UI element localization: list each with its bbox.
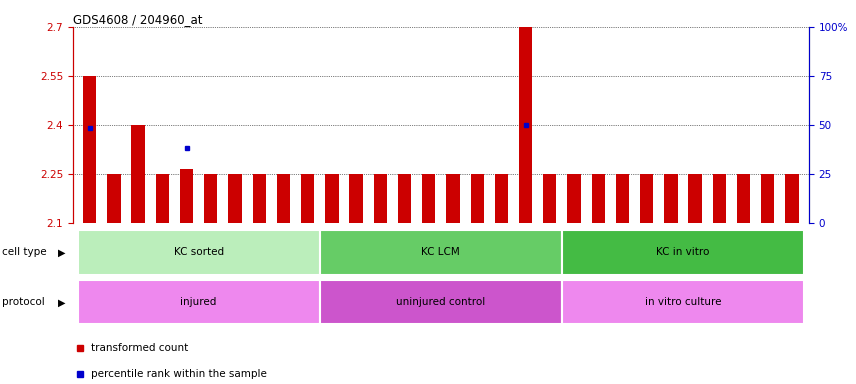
- Bar: [180, 169, 193, 223]
- Bar: [737, 174, 750, 223]
- Bar: [785, 174, 799, 223]
- Text: transformed count: transformed count: [91, 343, 188, 354]
- Bar: [422, 174, 436, 223]
- Bar: [519, 27, 532, 223]
- Text: percentile rank within the sample: percentile rank within the sample: [91, 369, 267, 379]
- Text: GDS4608 / 204960_at: GDS4608 / 204960_at: [73, 13, 202, 26]
- Bar: [562, 230, 804, 275]
- Text: in vitro culture: in vitro culture: [645, 297, 722, 308]
- Bar: [471, 174, 484, 223]
- Bar: [301, 174, 314, 223]
- Bar: [664, 174, 678, 223]
- Bar: [688, 174, 702, 223]
- Bar: [568, 174, 580, 223]
- Bar: [325, 174, 338, 223]
- Text: injured: injured: [181, 297, 217, 308]
- Bar: [349, 174, 363, 223]
- Bar: [320, 280, 562, 324]
- Bar: [446, 174, 460, 223]
- Text: ▶: ▶: [58, 297, 66, 308]
- Bar: [78, 280, 320, 324]
- Bar: [132, 125, 145, 223]
- Bar: [78, 230, 320, 275]
- Bar: [591, 174, 605, 223]
- Text: KC sorted: KC sorted: [174, 247, 223, 258]
- Bar: [253, 174, 266, 223]
- Text: ▶: ▶: [58, 247, 66, 258]
- Bar: [320, 230, 562, 275]
- Text: KC in vitro: KC in vitro: [657, 247, 710, 258]
- Bar: [83, 76, 97, 223]
- Bar: [495, 174, 508, 223]
- Bar: [156, 174, 169, 223]
- Bar: [544, 174, 556, 223]
- Bar: [562, 280, 804, 324]
- Text: KC LCM: KC LCM: [421, 247, 461, 258]
- Bar: [107, 174, 121, 223]
- Bar: [640, 174, 653, 223]
- Bar: [761, 174, 775, 223]
- Bar: [615, 174, 629, 223]
- Bar: [229, 174, 241, 223]
- Text: uninjured control: uninjured control: [396, 297, 485, 308]
- Bar: [398, 174, 411, 223]
- Bar: [276, 174, 290, 223]
- Bar: [373, 174, 387, 223]
- Bar: [713, 174, 726, 223]
- Text: protocol: protocol: [2, 297, 45, 308]
- Bar: [204, 174, 217, 223]
- Text: cell type: cell type: [2, 247, 46, 258]
